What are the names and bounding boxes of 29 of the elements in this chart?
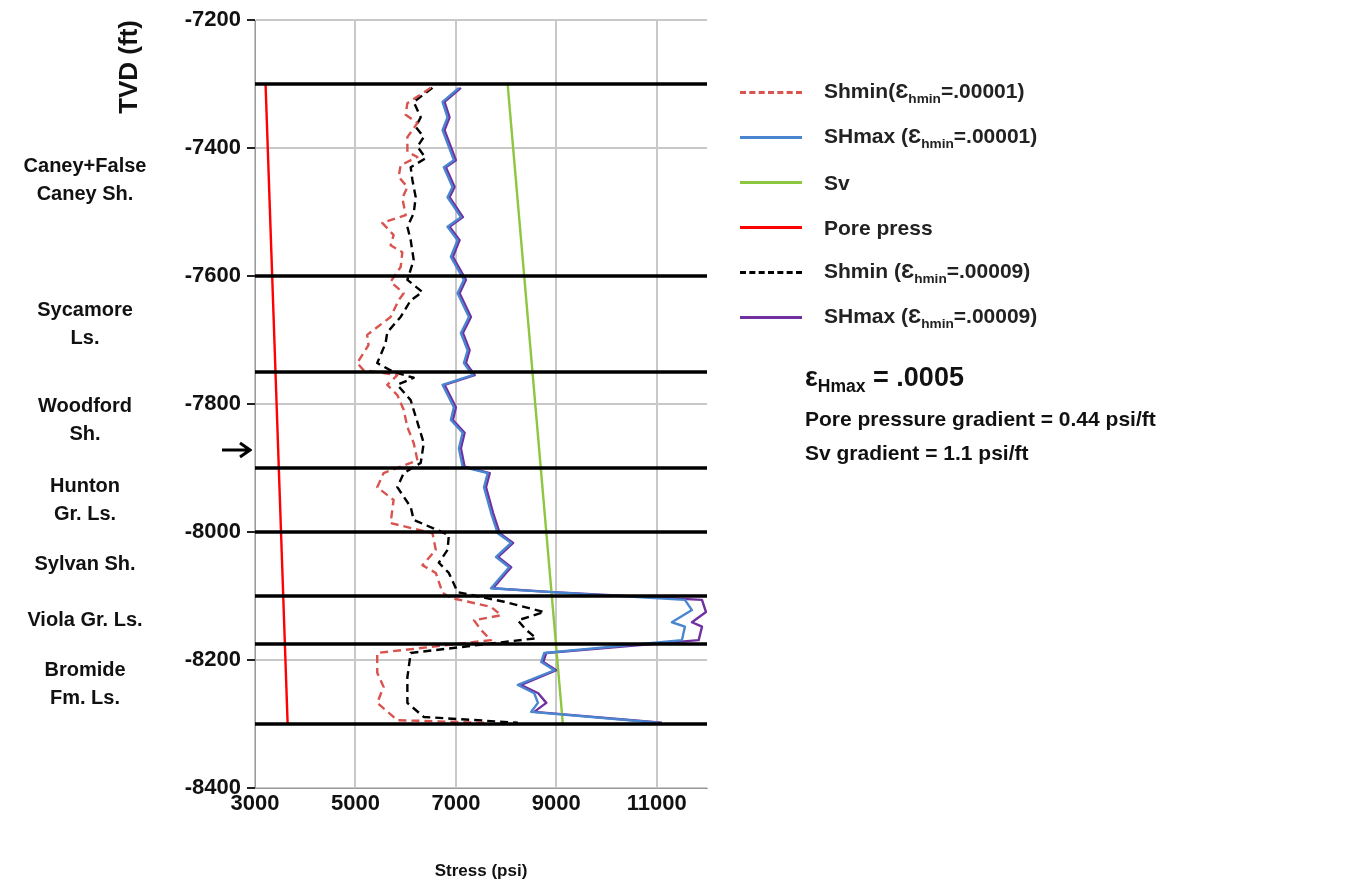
text: Sylvan Sh. xyxy=(34,551,136,574)
legend-label: Shmin(Ɛ$_{hmin}$=.00001) xyxy=(824,78,1025,107)
legend-label: SHmax (Ɛ$_{hmin}$=.00009) xyxy=(824,303,1038,332)
legend-label: Shmin (Ɛ$_{hmin}$=.00009) xyxy=(824,258,1031,287)
text: Sycamore Ls. xyxy=(37,297,133,348)
x-tick-label: 11000 xyxy=(626,790,687,816)
legend-label: Pore press xyxy=(824,215,933,240)
x-tick-label: 9000 xyxy=(531,790,581,816)
text: Woodford Sh. xyxy=(37,393,133,444)
text: Bromide Fm. Ls. xyxy=(44,657,126,708)
line-series xyxy=(355,86,503,724)
text: ε$_{Hmax}$ = .0005 xyxy=(805,362,965,398)
legend-label: Sv xyxy=(824,170,850,195)
y-tick-label: -8000 xyxy=(184,518,241,544)
text: Pore pressure gradient = 0.44 psi/ft xyxy=(805,407,1156,432)
legend-label: SHmax (Ɛ$_{hmin}$=.00001) xyxy=(824,123,1038,152)
y-tick-label: -7400 xyxy=(184,134,241,160)
text: Caney+False Caney Sh. xyxy=(23,153,147,204)
x-tick-label: 7000 xyxy=(431,790,481,816)
y-tick-label: -7800 xyxy=(184,390,241,416)
y-tick-label: -7600 xyxy=(184,262,241,288)
text: Hunton Gr. Ls. xyxy=(50,473,120,524)
x-axis-title: Stress (psi) xyxy=(434,861,528,881)
x-tick-label: 5000 xyxy=(330,790,380,816)
y-axis-title: TVD (ft) xyxy=(113,20,144,114)
y-tick-label: -7200 xyxy=(184,6,241,32)
text: Sv gradient = 1.1 psi/ft xyxy=(805,441,1030,466)
y-tick-label: -8200 xyxy=(184,646,241,672)
text: Viola Gr. Ls. xyxy=(27,607,143,630)
